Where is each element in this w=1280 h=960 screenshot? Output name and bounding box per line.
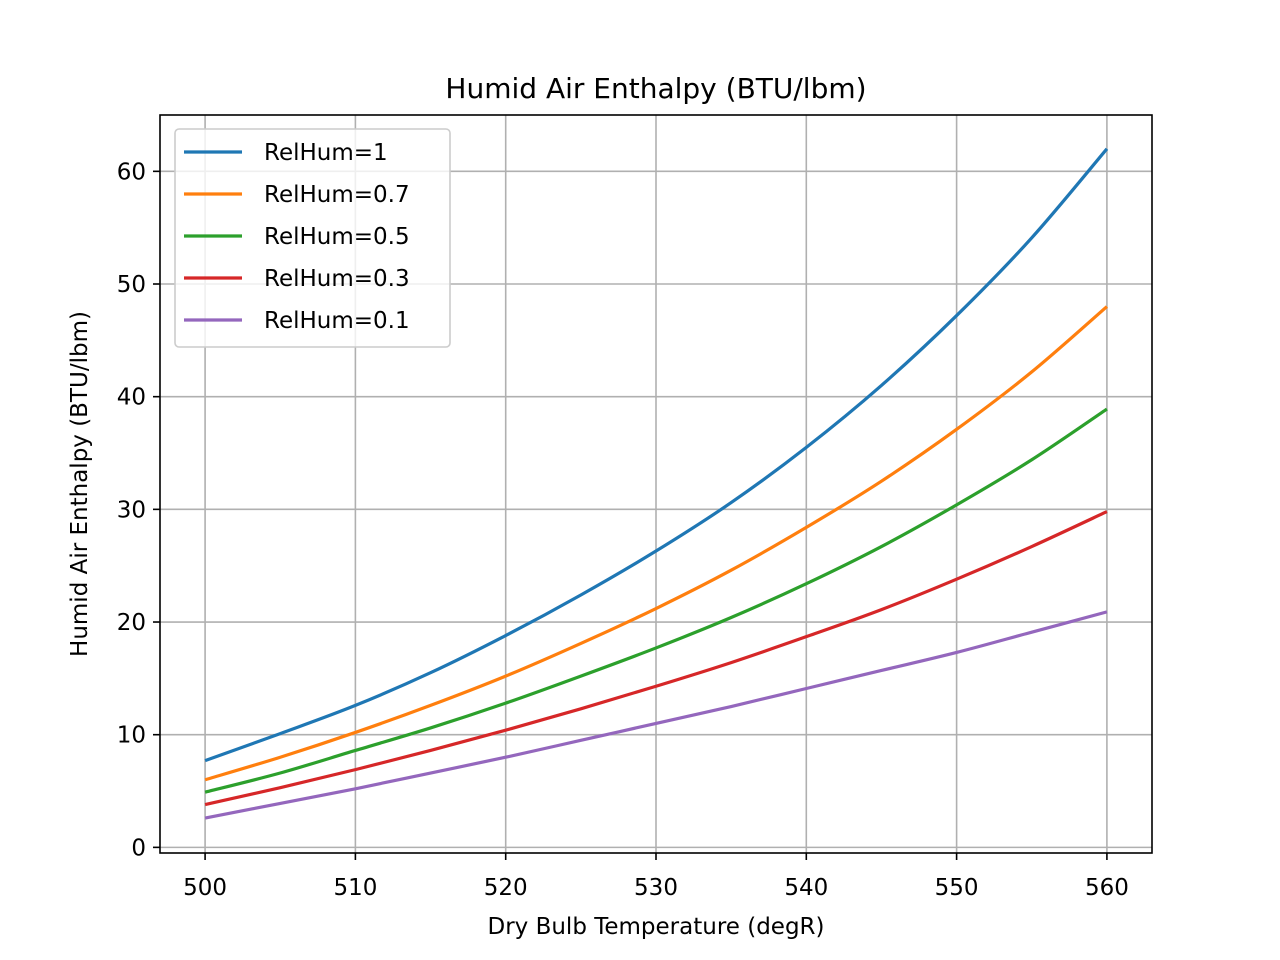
legend-label-3: RelHum=0.5 [264, 224, 410, 250]
y-tick-label: 0 [131, 835, 146, 861]
legend-label-5: RelHum=0.1 [264, 308, 410, 334]
x-tick-label: 540 [784, 875, 828, 901]
series-line-3 [204, 407, 1108, 794]
grid [160, 115, 1152, 853]
legend-box [174, 128, 451, 348]
x-tick-label: 500 [183, 875, 227, 901]
y-tick-label: 50 [117, 272, 146, 298]
series-line-5 [204, 610, 1108, 820]
legend: RelHum=1 RelHum=0.7 RelHum=0.5 RelHum=0.3 Re… [174, 128, 451, 348]
x-axis-title: Dry Bulb Temperature (degR) [487, 914, 824, 940]
y-tick-label: 20 [117, 610, 146, 636]
legend-label-1: RelHum=1 [264, 140, 388, 166]
y-axis-title: Humid Air Enthalpy (BTU/lbm) [67, 311, 93, 657]
x-tick-label: 530 [634, 875, 678, 901]
series-line-1 [204, 147, 1109, 763]
series-line-4 [204, 510, 1108, 807]
legend-label-2: RelHum=0.7 [264, 182, 410, 208]
legend-label-4: RelHum=0.3 [264, 266, 410, 292]
series-layer [204, 147, 1109, 820]
chart-title: Humid Air Enthalpy (BTU/lbm) [445, 72, 866, 105]
y-tick-label: 30 [117, 497, 146, 523]
y-tick-label: 60 [117, 159, 146, 185]
y-tick-label: 40 [117, 385, 146, 411]
y-tick-label: 10 [117, 723, 146, 749]
x-tick-label: 510 [333, 875, 377, 901]
x-tick-label: 550 [935, 875, 979, 901]
x-tick-label: 520 [484, 875, 528, 901]
ticks: 500 510 520 530 540 550 560 0 10 20 30 40 50 60 [117, 159, 1129, 901]
series-line-2 [204, 305, 1108, 782]
x-tick-label: 560 [1085, 875, 1129, 901]
